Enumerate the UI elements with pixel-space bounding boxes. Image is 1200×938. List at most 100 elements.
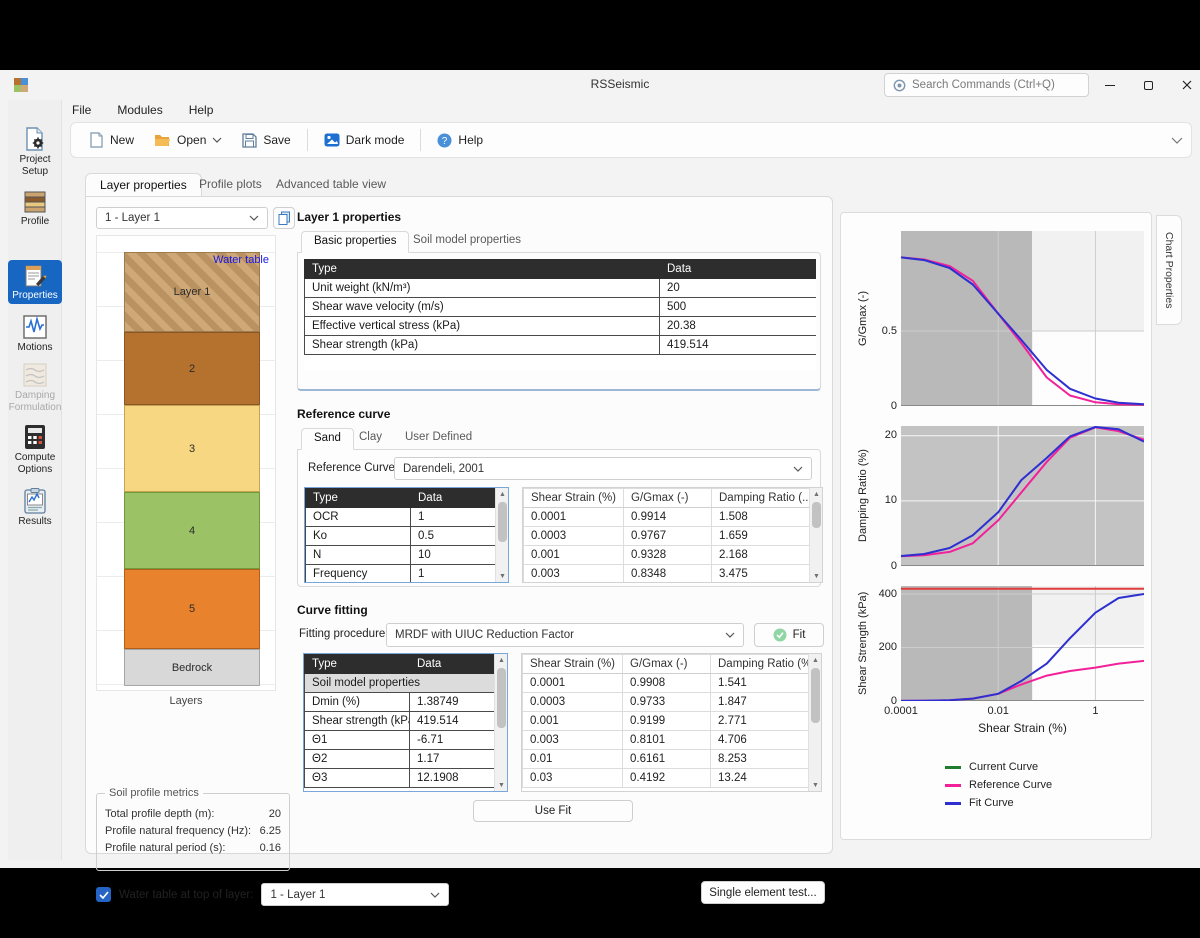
table-row[interactable]: Effective vertical stress (kPa) 20.38 (304, 316, 816, 336)
tab-user-defined[interactable]: User Defined (405, 431, 473, 443)
scrollbar[interactable]: ▲ ▼ (808, 654, 821, 791)
table-row[interactable]: Shear strength (kPa) 419.514 (304, 335, 816, 355)
new-button[interactable]: New (79, 127, 144, 153)
fit-button[interactable]: Fit (754, 623, 824, 647)
search-placeholder: Search Commands (Ctrl+Q) (912, 79, 1055, 91)
charts-panel: G/Gmax (-) Damping Ratio (%) Shear Stren… (840, 212, 1152, 840)
tab-clay[interactable]: Clay (359, 431, 383, 443)
tab-basic-properties[interactable]: Basic properties (301, 231, 410, 253)
use-fit-button[interactable]: Use Fit (473, 800, 633, 822)
close-button[interactable] (1172, 73, 1200, 97)
soil-layer[interactable]: 3 (124, 405, 260, 492)
table-row[interactable]: Θ2 1.17 (304, 749, 495, 769)
menu-modules[interactable]: Modules (117, 103, 163, 117)
metric-row: Profile natural period (s): 0.16 (105, 842, 281, 854)
copy-layer-button[interactable] (273, 207, 295, 229)
profile-layers-icon (24, 191, 46, 213)
table-row[interactable]: 0.003 0.8101 4.706 (522, 730, 810, 750)
fitting-data-table[interactable]: Shear Strain (%) G/Gmax (-) Damping Ratio … (521, 653, 822, 792)
copy-pages-icon (278, 211, 290, 225)
table-row[interactable]: Ko 0.5 (305, 526, 496, 546)
table-row[interactable]: 0.0001 0.9908 1.541 (522, 673, 810, 693)
chart-properties-tab[interactable]: Chart Properties (1156, 215, 1182, 325)
sidebar-item-profile[interactable]: Profile (8, 190, 62, 234)
tab-profile-plots[interactable]: Profile plots (199, 177, 262, 191)
water-table-layer-dropdown[interactable]: 1 - Layer 1 (261, 883, 450, 906)
y-tick-label: 0 (890, 399, 897, 412)
minimize-button[interactable] (1095, 73, 1125, 97)
scrollbar[interactable]: ▲ ▼ (495, 488, 508, 582)
tab-soil-model-properties[interactable]: Soil model properties (413, 234, 522, 246)
toolbar-overflow-button[interactable] (1171, 133, 1183, 147)
fit-curve (901, 593, 1144, 701)
check-icon (98, 890, 109, 899)
menu-file[interactable]: File (72, 103, 92, 117)
table-row[interactable]: N 10 (305, 545, 496, 565)
reference-curve-dropdown[interactable]: Darendeli, 2001 (394, 457, 812, 480)
shear-strength-chart[interactable] (901, 586, 1144, 701)
table-row[interactable]: 0.0003 0.9733 1.847 (522, 692, 810, 712)
table-row[interactable]: 0.0003 0.9767 1.659 (523, 526, 811, 546)
layer-select-dropdown[interactable]: 1 - Layer 1 (96, 207, 268, 229)
soil-layer[interactable]: Layer 1 (124, 252, 260, 332)
dark-mode-icon (324, 133, 340, 147)
scrollbar[interactable]: ▲ ▼ (494, 654, 507, 791)
reference-curve-label: Reference Curve: (308, 462, 399, 474)
tab-layer-properties[interactable]: Layer properties (85, 173, 202, 197)
toolbar-separator (306, 129, 308, 151)
soil-layer[interactable]: 5 (124, 569, 260, 649)
sidebar-item-compute-options[interactable]: Compute Options (8, 424, 62, 482)
basic-properties-table[interactable]: Type Data Unit weight (kN/m³) 20 Shear wave … (304, 259, 816, 371)
table-row[interactable]: Frequency 1 (305, 564, 496, 582)
table-row[interactable]: Unit weight (kN/m³) 20 (304, 278, 816, 298)
fit-check-icon (773, 628, 787, 642)
single-element-test-button[interactable]: Single element test... (701, 881, 825, 904)
table-row[interactable]: 0.01 0.6161 8.253 (522, 749, 810, 769)
sidebar-item-properties[interactable]: Properties (8, 260, 62, 304)
dark-mode-button[interactable]: Dark mode (314, 128, 415, 152)
sidebar-item-results[interactable]: Results (8, 488, 62, 534)
table-row[interactable]: Θ3 12.1908 (304, 768, 495, 788)
sidebar-item-damping-formulation[interactable]: Damping Formulation (8, 362, 62, 422)
table-row[interactable]: 0.003 0.8348 3.475 (523, 564, 811, 582)
table-row[interactable]: 0.001 0.9328 2.168 (523, 545, 811, 565)
fitting-param-table[interactable]: Type Data Soil model properties Dmin (%) 1.3… (303, 653, 508, 792)
search-input[interactable]: Search Commands (Ctrl+Q) (884, 73, 1089, 97)
table-group-row[interactable]: Soil model properties (304, 673, 495, 693)
ggmax-chart[interactable] (901, 231, 1144, 406)
table-row[interactable]: 0.03 0.4192 13.24 (522, 768, 810, 788)
help-button[interactable]: ? Help (427, 128, 493, 153)
y-tick-label: 0.5 (881, 324, 897, 337)
sidebar-item-motions[interactable]: Motions (8, 314, 62, 360)
table-header-row: Type Data (304, 259, 816, 279)
table-row[interactable]: Dmin (%) 1.38749 (304, 692, 495, 712)
reference-data-table[interactable]: Shear Strain (%) G/Gmax (-) Damping Ratio … (522, 487, 823, 583)
soil-layer[interactable]: 4 (124, 492, 260, 569)
table-row[interactable]: OCR 1 (305, 507, 496, 527)
table-row[interactable]: 0.0001 0.9914 1.508 (523, 507, 811, 527)
reference-curve-card: Reference Curve: Darendeli, 2001 Type Dat… (297, 449, 823, 587)
save-button[interactable]: Save (232, 128, 300, 153)
table-row[interactable]: Shear strength (kPa) 419.514 (304, 711, 495, 731)
fitting-procedure-dropdown[interactable]: MRDF with UIUC Reduction Factor (386, 623, 744, 647)
table-row[interactable]: Shear wave velocity (m/s) 500 (304, 297, 816, 317)
y-tick-label: 400 (878, 587, 897, 600)
chevron-down-icon (431, 892, 440, 898)
maximize-button[interactable] (1133, 73, 1163, 97)
menu-help[interactable]: Help (188, 103, 214, 117)
fit-curve (901, 256, 1144, 406)
water-table-checkbox[interactable] (96, 887, 111, 902)
tab-sand[interactable]: Sand (301, 428, 354, 450)
chevron-down-icon (1171, 137, 1183, 144)
tab-advanced-table-view[interactable]: Advanced table view (276, 177, 387, 191)
table-row[interactable]: 0.001 0.9199 2.771 (522, 711, 810, 731)
soil-layer[interactable]: 2 (124, 332, 260, 405)
damping-chart[interactable] (901, 426, 1144, 566)
scrollbar[interactable]: ▲ ▼ (809, 488, 822, 582)
soil-layer-label: Layer 1 (173, 286, 211, 298)
reference-param-table[interactable]: Type Data OCR 1 Ko 0.5 N 10 Frequency 1 ▲ ▼ (304, 487, 509, 583)
open-button[interactable]: Open (144, 128, 232, 152)
table-row[interactable]: Θ1 -6.71 (304, 730, 495, 750)
soil-layer[interactable]: Bedrock (124, 649, 260, 686)
sidebar-item-project-setup[interactable]: Project Setup (8, 126, 62, 182)
